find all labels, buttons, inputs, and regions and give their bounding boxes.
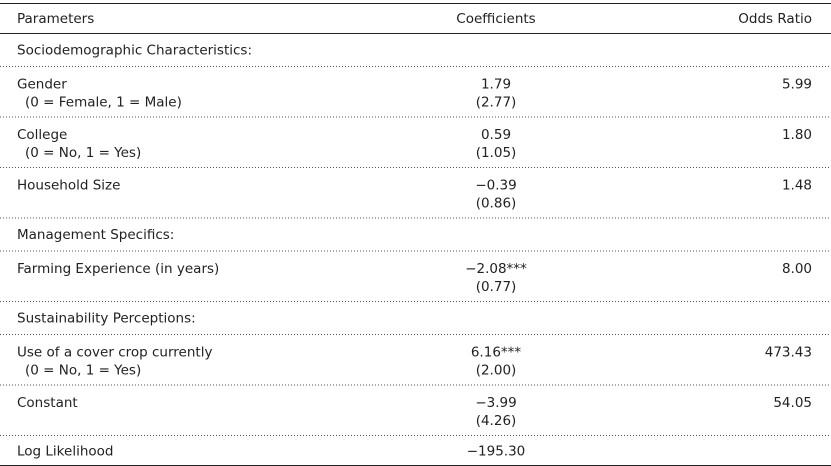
odds-ratio: 473.43 xyxy=(765,345,812,361)
section-heading: Sustainability Perceptions: xyxy=(17,311,196,327)
coefficient: 6.16*** xyxy=(471,345,522,361)
row-label: Gender xyxy=(17,77,67,93)
coefficient: −0.39 xyxy=(475,178,516,194)
header-cell: Parameters xyxy=(17,11,94,27)
row-label: Farming Experience (in years) xyxy=(17,261,219,277)
header-cell: Odds Ratio xyxy=(738,11,812,27)
odds-ratio: 8.00 xyxy=(782,261,812,277)
standard-error: (0.77) xyxy=(476,279,517,295)
coefficient: 0.59 xyxy=(481,127,511,143)
coefficient: −2.08*** xyxy=(465,261,527,277)
standard-error: (0.86) xyxy=(476,196,517,212)
section-heading: Management Specifics: xyxy=(17,227,174,243)
row-sublabel: (0 = No, 1 = Yes) xyxy=(25,145,141,161)
row-sublabel: (0 = No, 1 = Yes) xyxy=(25,363,141,379)
coefficient: 1.79 xyxy=(481,77,511,93)
row-label: Use of a cover crop currently xyxy=(17,345,212,361)
section-heading: Sociodemographic Characteristics: xyxy=(17,43,252,59)
header-cell: Coefficients xyxy=(456,11,535,27)
standard-error: (4.26) xyxy=(476,413,517,429)
row-label: Log Likelihood xyxy=(17,444,113,460)
row-label: Constant xyxy=(17,395,78,411)
row-sublabel: (0 = Female, 1 = Male) xyxy=(25,95,182,111)
coefficient: −3.99 xyxy=(475,395,516,411)
standard-error: (2.00) xyxy=(476,363,517,379)
odds-ratio: 54.05 xyxy=(773,395,812,411)
standard-error: (2.77) xyxy=(476,95,517,111)
standard-error: (1.05) xyxy=(476,145,517,161)
row-label: Household Size xyxy=(17,178,120,194)
odds-ratio: 5.99 xyxy=(782,77,812,93)
odds-ratio: 1.80 xyxy=(782,127,812,143)
coefficient: −195.30 xyxy=(467,444,526,460)
odds-ratio: 1.48 xyxy=(782,178,812,194)
row-label: College xyxy=(17,127,67,143)
